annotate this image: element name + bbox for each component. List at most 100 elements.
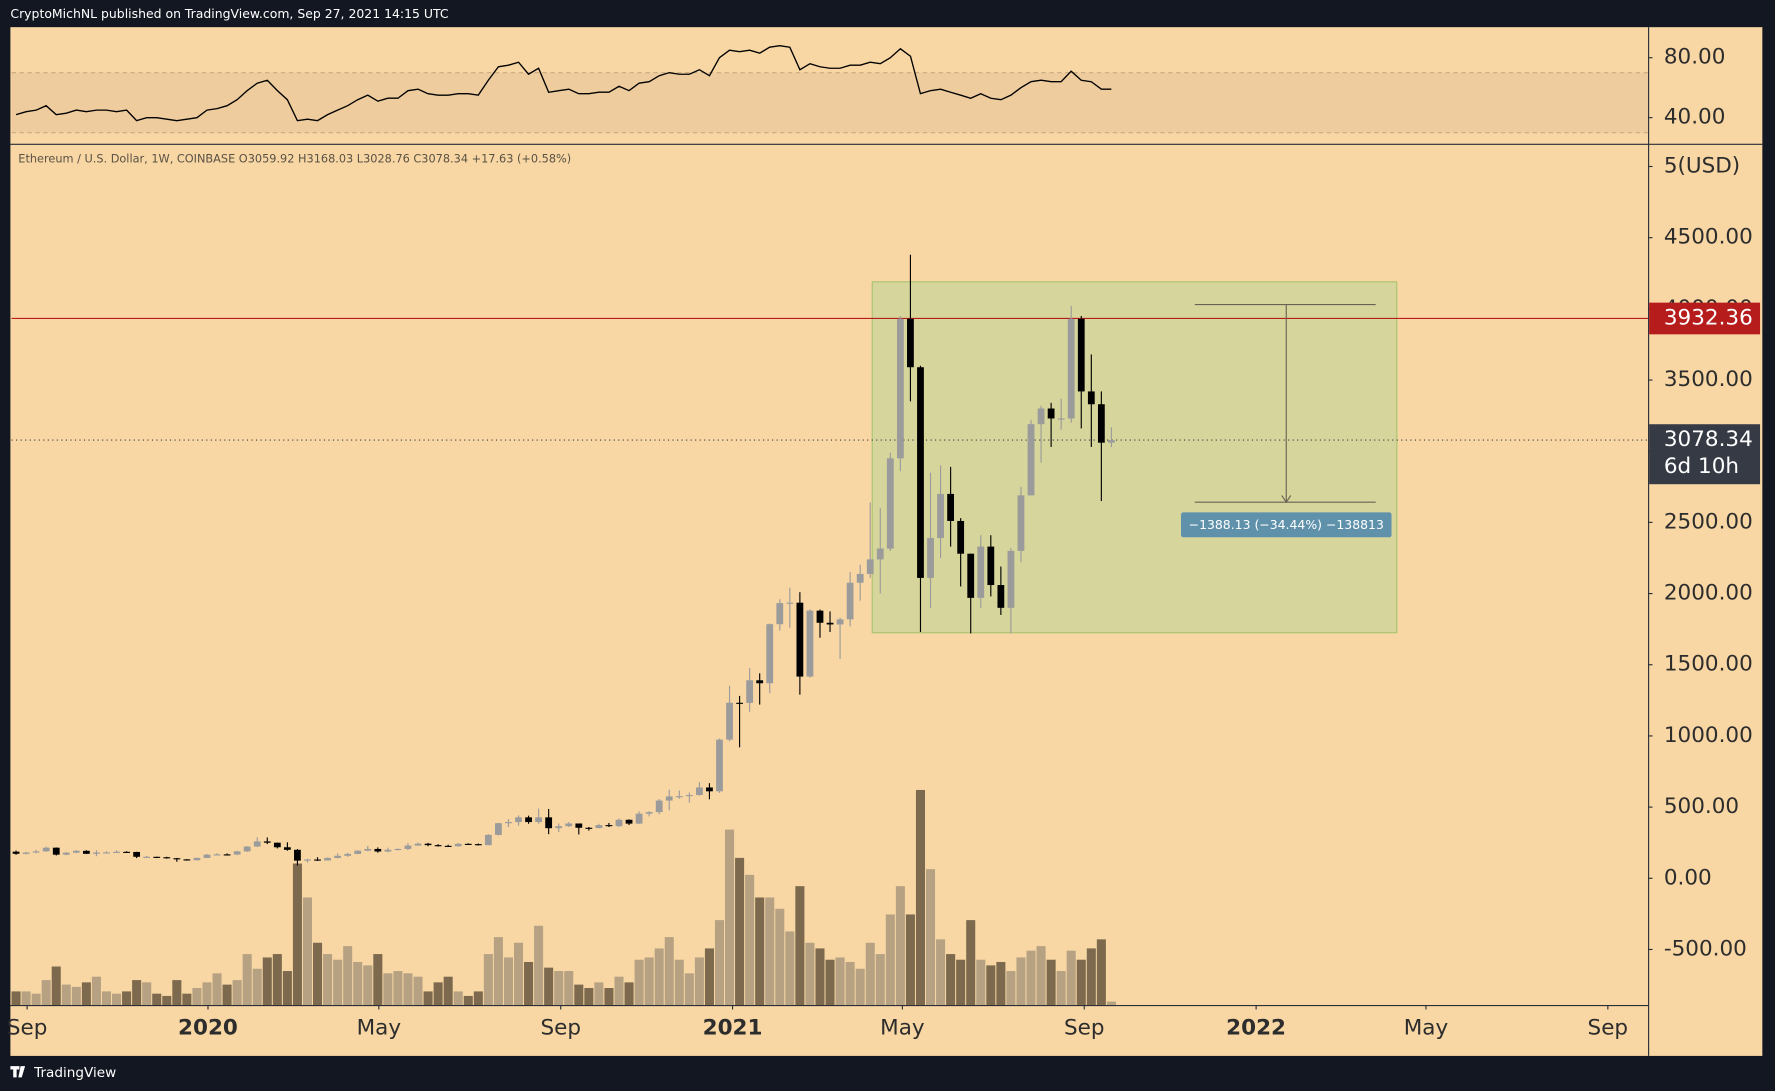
candle-body [1007,550,1015,608]
candle-body [756,680,764,684]
volume-bar [323,954,333,1005]
volume-bar [333,959,343,1005]
volume-bar [1016,957,1026,1005]
candle-body [62,852,70,855]
candle-body [706,787,713,792]
volume-bar [584,988,594,1005]
candle-body [253,841,261,847]
axes: 80.00 40.00 -500.00 0.00 500.00 1000.00 1500.0… [7,45,1761,1041]
candle-body [555,826,563,829]
price-pane: −1388.13 (−34.44%) −138813 [11,254,1649,1005]
volume-bar [765,897,775,1005]
volume-bar [1066,950,1076,1005]
candle-body [123,851,130,853]
y-tick-label: 0.00 [1664,865,1712,890]
candle-body [183,859,191,861]
candle-body [1017,495,1025,551]
candle-body [404,845,412,849]
measure-arrowhead [1281,495,1292,504]
volume-bar [564,971,574,1005]
volume-bar [222,984,232,1005]
candle-body [22,852,30,854]
candle-body [12,851,20,854]
candle-body [203,854,211,858]
symbol-legend: Ethereum / U.S. Dollar, 1W, COINBASE O30… [18,153,571,166]
candle-body [967,553,975,598]
candle-body [937,493,944,539]
y-tick-label: 500.00 [1664,794,1739,819]
volume-bar [554,971,564,1005]
volume-bar [443,976,453,1005]
volume-bar [343,946,353,1005]
volume-bar [162,995,172,1005]
candle-body [233,851,241,855]
volume-bar [202,982,212,1005]
candle-body [1057,418,1065,420]
x-tick-label: May [1404,1016,1449,1041]
volume-bar [363,965,373,1005]
volume-bar [915,789,926,1005]
candle-body [1087,391,1095,405]
candle-body [273,842,281,848]
candle-body [505,822,512,824]
volume-bar [634,959,644,1005]
candle-body [32,851,40,853]
measure-label: −1388.13 (−34.44%) −138813 [1189,517,1384,532]
y-tick-label: 1500.00 [1664,652,1753,677]
volume-bar [292,863,302,1005]
measure-label-box [1181,512,1392,538]
candle-body [113,851,120,853]
rsi-band [11,72,1649,133]
rsi-line [15,45,1112,122]
volume-bar [282,971,292,1005]
candle-body [153,856,161,858]
range-box [871,281,1398,634]
candle-body [685,795,693,797]
candle-body [957,520,965,554]
x-tick-label: May [880,1016,925,1041]
volume-bar [353,961,363,1005]
volume-bar [855,968,865,1005]
candle-body [474,844,482,846]
candle-body [1067,318,1075,419]
candle-body [565,823,573,827]
volume-bar [1106,1001,1116,1005]
candle-body [615,819,623,827]
volume-bar [302,897,313,1005]
x-tick-label: May [357,1016,402,1041]
candle-body [72,850,80,853]
volume-bar [433,982,443,1005]
volume-bar [272,954,282,1005]
volume-bar [11,991,21,1005]
volume-bar [21,991,31,1005]
candle-body [283,847,291,850]
volume-bar [313,942,323,1005]
countdown-label: 6d 10h [1664,454,1739,479]
price-label-box [1649,302,1761,335]
candle-body [726,702,733,740]
x-tick-label: Sep [1064,1016,1105,1041]
volume-bar [865,942,875,1005]
volume-bar [61,984,71,1005]
candle-body [304,859,311,861]
volume-bar [1076,959,1086,1005]
candle-body [1027,424,1035,496]
volume-bar [142,982,152,1005]
volume-bar [885,914,895,1005]
volume-bar [172,980,182,1005]
volume-bar [905,914,915,1005]
volume-bar [91,976,101,1005]
candle-body [816,610,824,623]
candle-body [1077,318,1085,392]
candle-body [103,852,110,854]
candle-body [605,825,613,827]
candle-body [575,823,583,828]
candle-body [927,538,934,578]
volume-bar [604,988,614,1005]
candle-body [173,858,181,860]
candle-body [635,813,643,824]
volume-bar [624,982,634,1005]
candle-body [786,602,794,604]
volume-bar [815,948,825,1005]
x-tick-label: Sep [7,1016,48,1041]
